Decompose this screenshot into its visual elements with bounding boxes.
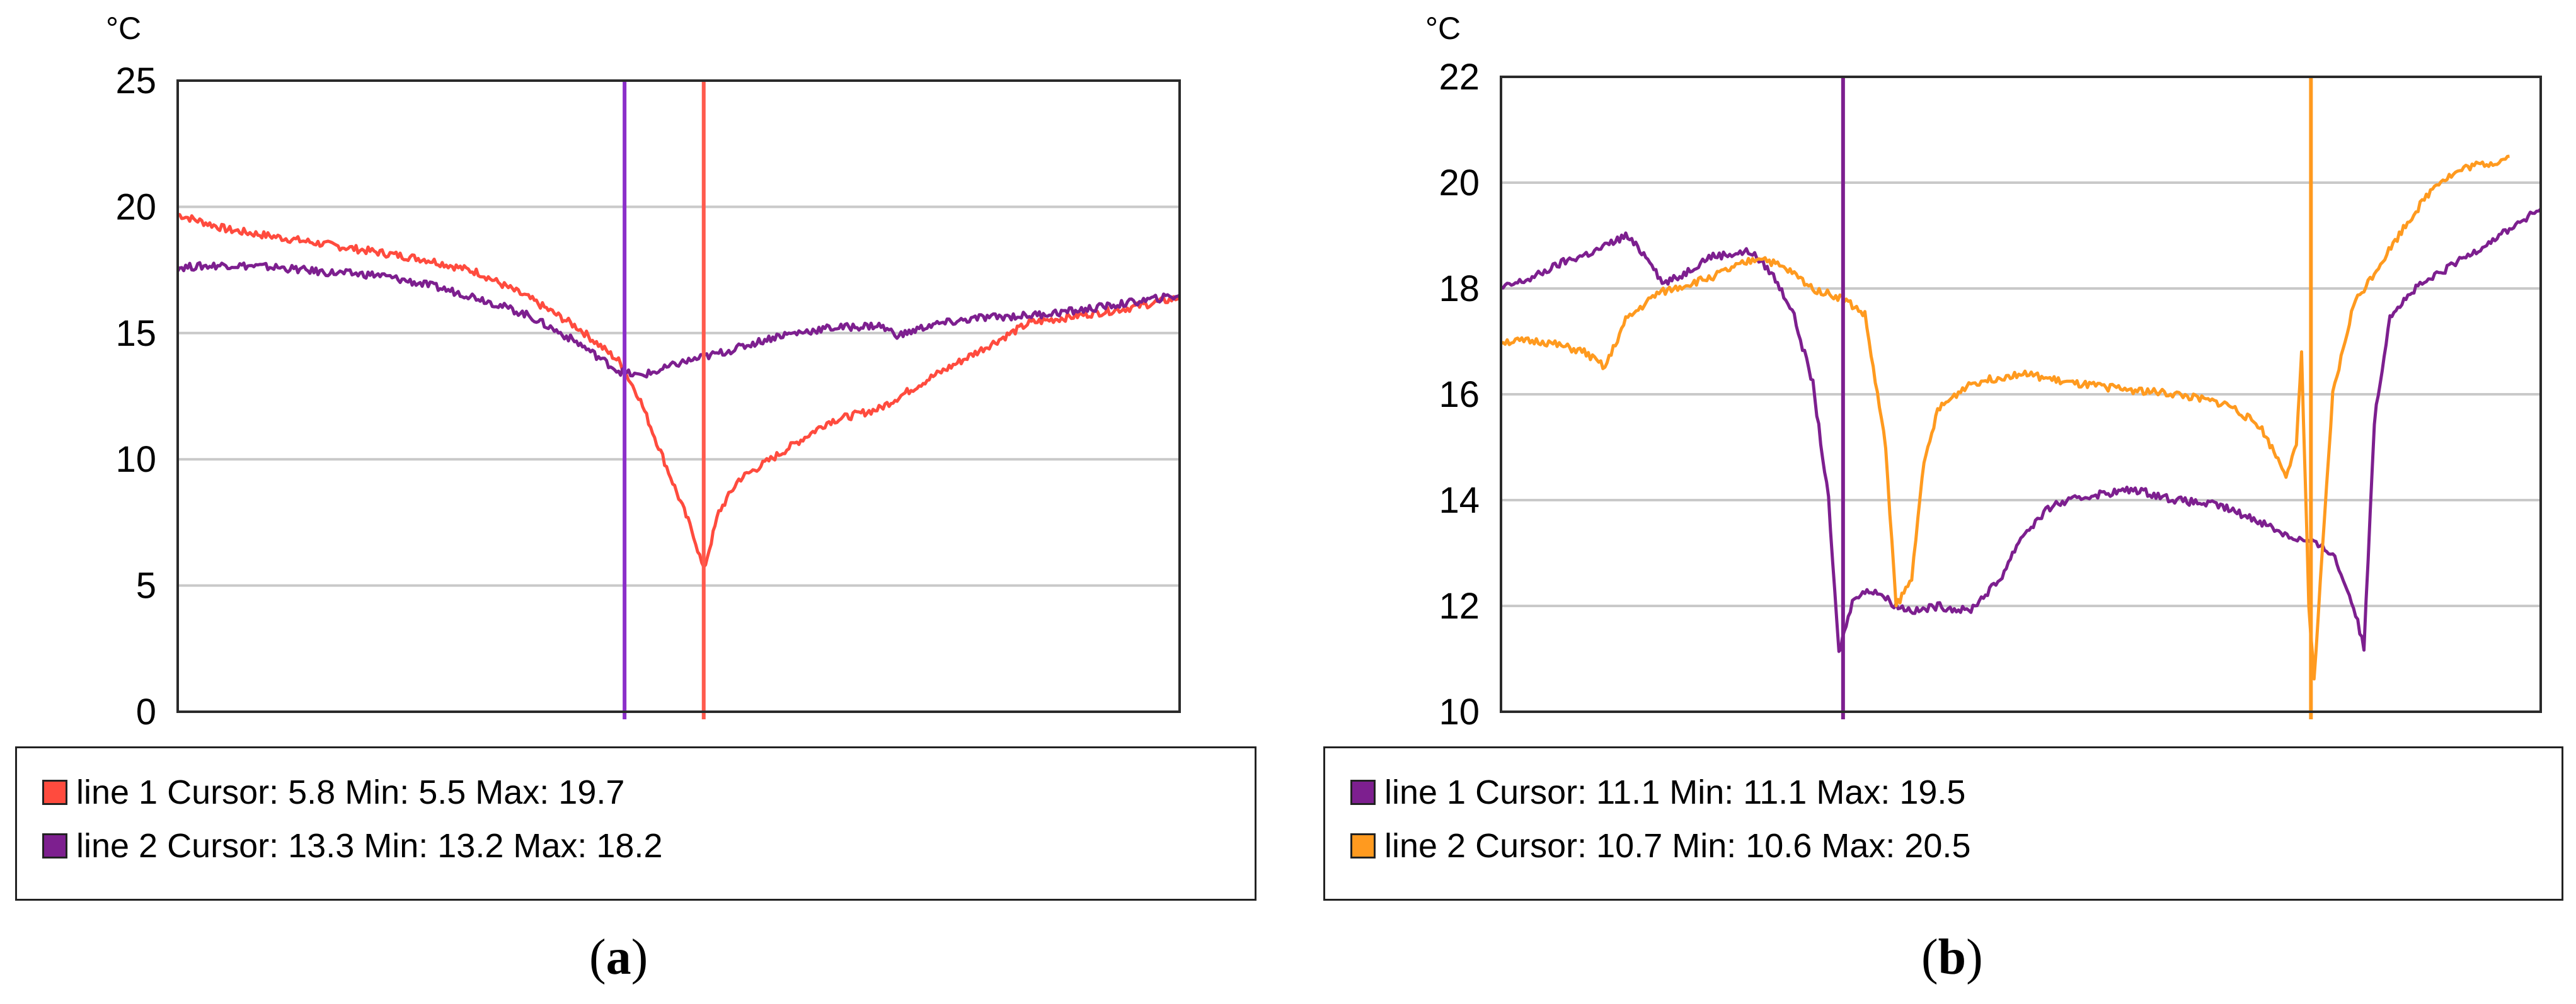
y-tick-label-a-1: 5	[136, 566, 156, 607]
legend-a-row-2: line 2 Cursor: 13.3 Min: 13.2 Max: 18.2	[42, 827, 662, 865]
caption-b-close: )	[1966, 930, 1983, 985]
y-tick-label-b-2: 14	[1439, 480, 1480, 521]
legend-a-swatch-2	[42, 833, 67, 859]
caption-a-letter: a	[606, 930, 631, 985]
y-tick-label-b-4: 18	[1439, 268, 1480, 309]
legend-b-label-1: line 1 Cursor: 11.1 Min: 11.1 Max: 19.5	[1384, 773, 1966, 811]
legend-b-row-2: line 2 Cursor: 10.7 Min: 10.6 Max: 20.5	[1350, 827, 1970, 865]
caption-a: (a)	[589, 929, 648, 986]
chart-panel-a: 0 5 10 15 20 25 °C line 1 Cursor: 5.8 Min: 5.5…	[15, 11, 1256, 986]
legend-b-row-1: line 1 Cursor: 11.1 Min: 11.1 Max: 19.5	[1350, 773, 1965, 811]
y-tick-label-a-0: 0	[136, 692, 156, 733]
legend-a-label-1: line 1 Cursor: 5.8 Min: 5.5 Max: 19.7	[76, 773, 625, 811]
y-axis-unit-b: °C	[1425, 11, 1461, 46]
caption-b-letter: b	[1938, 930, 1967, 985]
chart-svg-a: 0 5 10 15 20 25 °C	[106, 11, 1181, 733]
caption-b: (b)	[1921, 929, 1983, 986]
chart-panel-b: 10 12 14 16 18 20 22 °C line 1 Cursor: 11.1 Min…	[1288, 0, 2576, 1004]
legend-a-swatch-1	[42, 780, 67, 805]
y-tick-label-b-3: 16	[1439, 374, 1480, 415]
caption-b-open: (	[1921, 930, 1938, 985]
plot-frame-a	[176, 79, 1181, 713]
y-tick-label-b-0: 10	[1439, 692, 1480, 733]
y-axis-unit-a: °C	[106, 11, 141, 46]
y-tick-label-b-5: 20	[1439, 163, 1480, 203]
y-tick-label-a-3: 15	[115, 313, 156, 354]
series-line-b-1	[1500, 208, 2542, 653]
caption-a-close: )	[631, 930, 648, 985]
y-tick-label-a-4: 20	[115, 186, 156, 227]
legend-a-label-2: line 2 Cursor: 13.3 Min: 13.2 Max: 18.2	[76, 827, 663, 865]
legend-b-swatch-2	[1350, 833, 1376, 859]
caption-a-open: (	[589, 930, 606, 985]
legend-b-swatch-1	[1350, 780, 1376, 805]
legend-b-label-2: line 2 Cursor: 10.7 Min: 10.6 Max: 20.5	[1384, 827, 1971, 865]
series-line-a-2	[176, 261, 1181, 379]
y-tick-label-a-2: 10	[115, 439, 156, 480]
y-tick-label-a-5: 25	[115, 60, 156, 101]
legend-b: line 1 Cursor: 11.1 Min: 11.1 Max: 19.5 …	[1323, 746, 2563, 901]
y-tick-label-b-6: 22	[1439, 57, 1480, 98]
legend-a-row-1: line 1 Cursor: 5.8 Min: 5.5 Max: 19.7	[42, 773, 624, 811]
series-line-b-2	[1500, 154, 2510, 681]
legend-a: line 1 Cursor: 5.8 Min: 5.5 Max: 19.7 li…	[15, 746, 1256, 901]
chart-svg-b: 10 12 14 16 18 20 22 °C	[1425, 11, 2542, 733]
series-line-a-1	[177, 213, 1181, 569]
y-tick-label-b-1: 12	[1439, 586, 1480, 627]
plot-frame-b	[1500, 76, 2542, 713]
